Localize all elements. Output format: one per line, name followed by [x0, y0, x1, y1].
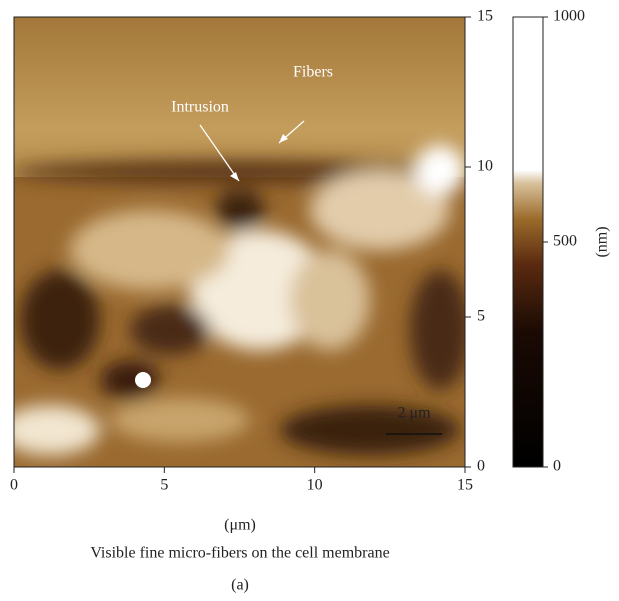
- figure: Intrusion Fibers 2 μm (nm) (μm) Visible …: [0, 0, 619, 601]
- colorbar-label: (nm): [594, 226, 611, 257]
- annotation: Fibers: [293, 64, 333, 81]
- y-tick-label: 0: [477, 458, 485, 475]
- colorbar-tick-label: 500: [553, 233, 577, 250]
- colorbar: [513, 17, 543, 467]
- annotation: Intrusion: [171, 99, 229, 116]
- caption: Visible fine micro-fibers on the cell me…: [90, 545, 389, 562]
- panel-label: (a): [231, 577, 249, 594]
- x-tick-label: 5: [160, 477, 168, 494]
- x-axis-label: (μm): [224, 517, 256, 534]
- x-tick-label: 15: [457, 477, 473, 494]
- y-tick-label: 15: [477, 8, 493, 25]
- y-tick-label: 10: [477, 158, 493, 175]
- afm-image: [0, 17, 470, 467]
- x-tick-label: 0: [10, 477, 18, 494]
- x-tick-label: 10: [307, 477, 323, 494]
- y-tick-label: 5: [477, 308, 485, 325]
- colorbar-tick-label: 0: [553, 458, 561, 475]
- scale-bar-label: 2 μm: [397, 405, 431, 422]
- colorbar-tick-label: 1000: [553, 8, 585, 25]
